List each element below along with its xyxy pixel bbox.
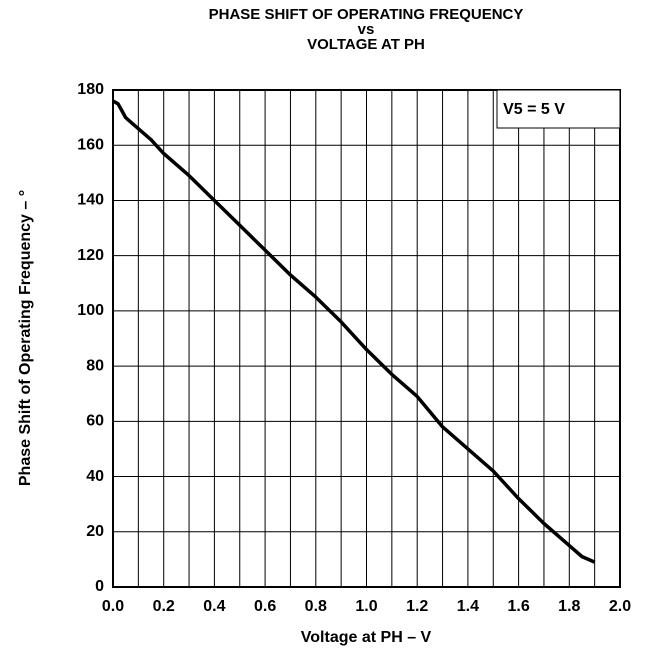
x-tick-label: 0.2: [153, 598, 175, 615]
x-tick-label: 1.8: [558, 598, 580, 615]
y-tick-label: 20: [86, 523, 104, 540]
x-tick-label: 1.2: [406, 598, 428, 615]
chart-title: PHASE SHIFT OF OPERATING FREQUENCY: [209, 6, 524, 23]
plot-frame: [112, 89, 621, 588]
y-tick-label: 0: [95, 578, 104, 595]
y-axis-label: Phase Shift of Operating Frequency – °: [17, 190, 34, 486]
y-tick-label: 40: [86, 468, 104, 485]
y-tick-label: 120: [77, 247, 104, 264]
x-tick-label: 0.6: [254, 598, 276, 615]
y-tick-label: 160: [77, 136, 104, 153]
x-tick-label: 0.0: [102, 598, 124, 615]
annotation-box: [496, 89, 621, 129]
y-tick-label: 140: [77, 192, 104, 209]
x-tick-label: 1.4: [457, 598, 479, 615]
x-tick-label: 2.0: [609, 598, 631, 615]
y-tick-label: 80: [86, 357, 104, 374]
x-tick-label: 0.4: [203, 598, 225, 615]
data-line: [112, 99, 596, 564]
annotation: V5 = 5 V: [503, 101, 565, 118]
y-tick-label: 100: [77, 302, 104, 319]
x-tick-label: 0.8: [305, 598, 327, 615]
y-tick-label: 180: [77, 81, 104, 98]
y-tick-label: 60: [86, 413, 104, 430]
chart-title: vs: [358, 21, 375, 38]
x-tick-label: 1.0: [355, 598, 377, 615]
x-tick-label: 1.6: [507, 598, 529, 615]
x-axis-label: Voltage at PH – V: [301, 629, 432, 646]
chart-title: VOLTAGE AT PH: [307, 36, 425, 53]
